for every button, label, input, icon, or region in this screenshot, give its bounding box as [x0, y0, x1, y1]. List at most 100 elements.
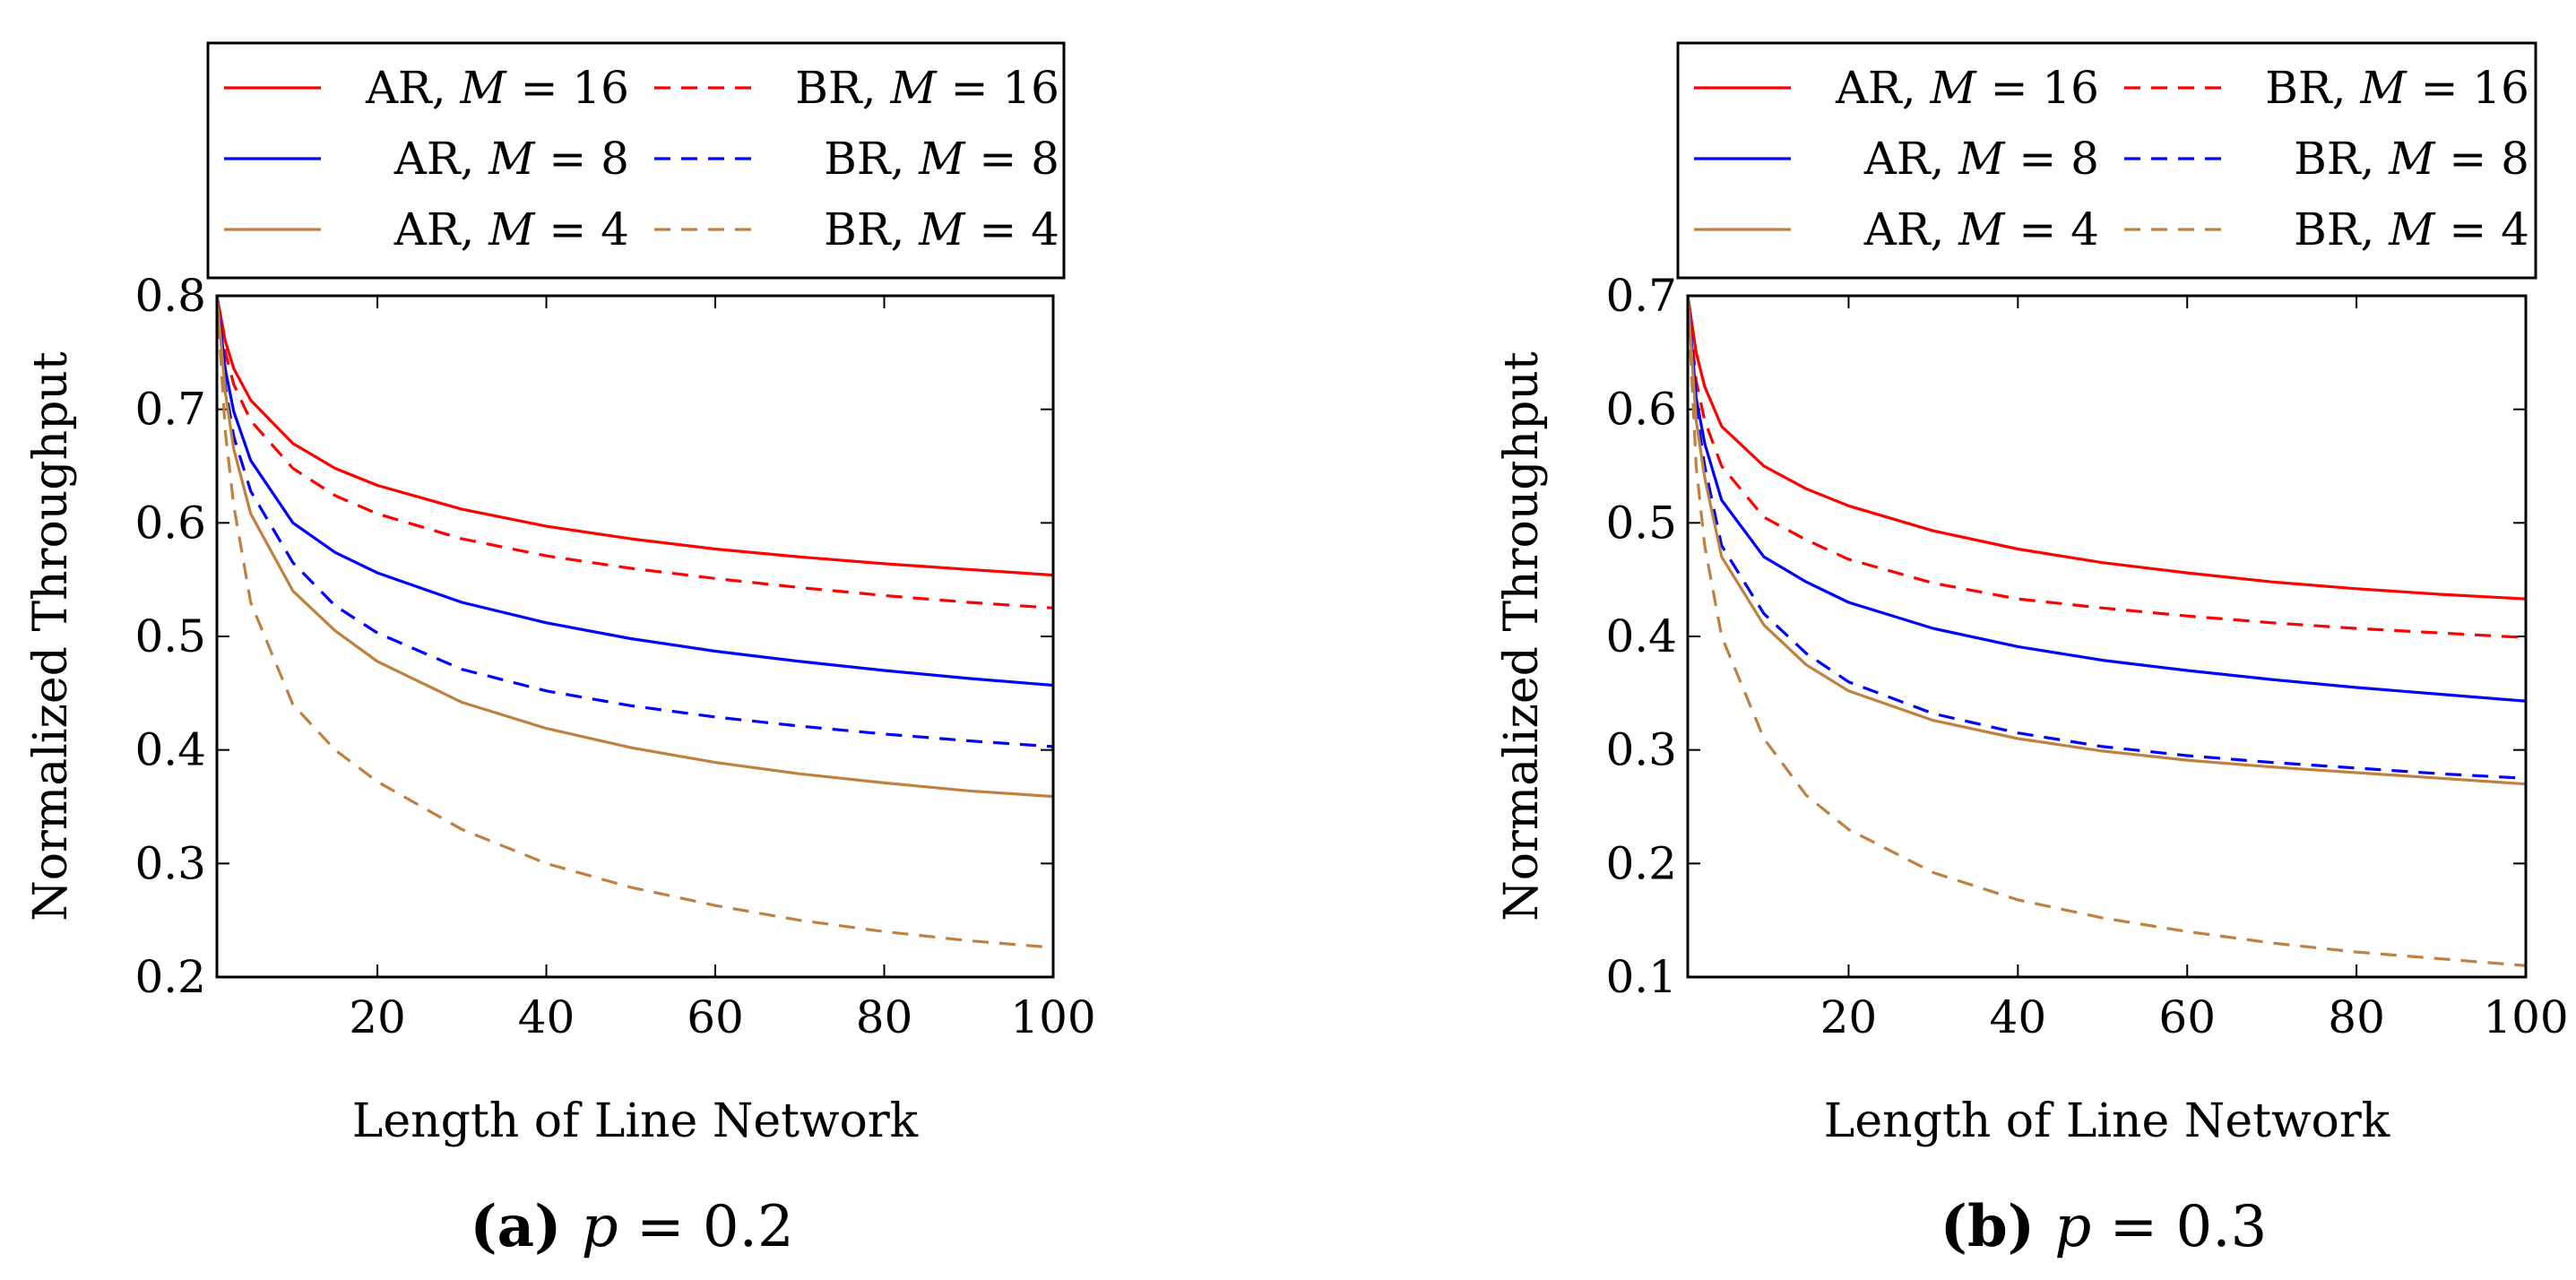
y-tick-label: 0.5 [1605, 497, 1677, 549]
y-tick-label: 0.2 [1605, 837, 1677, 889]
series-line-br-m-4 [217, 296, 1053, 949]
x-axis-label: Length of Line Network [352, 1094, 919, 1148]
y-tick-label: 0.7 [1605, 270, 1677, 322]
legend-entry-var: M [2359, 62, 2407, 114]
legend-entry-var: M [918, 203, 966, 255]
legend-box [1676, 41, 2537, 280]
legend-entry-prefix: AR, [393, 133, 489, 185]
x-tick-label: 100 [1010, 991, 1095, 1043]
legend-entry-var: M [889, 62, 938, 114]
series-line-br-m-16 [217, 296, 1053, 610]
y-tick-label: 0.3 [134, 837, 206, 889]
legend-entry: BR, M = 8 [2294, 133, 2529, 185]
series-line-br-m-8 [217, 296, 1053, 748]
panel-caption: (a) p = 0.2 [470, 1193, 793, 1260]
y-tick-label: 0.2 [134, 951, 206, 1003]
x-tick-label: 20 [1820, 991, 1878, 1043]
legend-entry-var: M [2388, 133, 2436, 185]
x-tick-label: 20 [349, 991, 406, 1043]
plot-frame [1686, 294, 2528, 979]
x-tick-label: 100 [2483, 991, 2568, 1043]
series-line-ar-m-8 [217, 296, 1053, 688]
legend-entry-value: = 8 [2005, 133, 2100, 185]
y-tick-label: 0.3 [1605, 724, 1677, 776]
series-line-br-m-16 [1688, 296, 2526, 639]
x-axis-label: Length of Line Network [1824, 1094, 2390, 1148]
caption-label: (b) [1941, 1193, 2055, 1260]
caption-value: = 0.2 [618, 1194, 794, 1260]
x-tick-label: 80 [2328, 991, 2385, 1043]
legend-entry-var: M [918, 133, 966, 185]
legend-entry: BR, M = 8 [824, 133, 1059, 185]
x-tick-label: 60 [2158, 991, 2216, 1043]
legend-entry-value: = 16 [2407, 62, 2529, 114]
legend-entry-prefix: BR, [2294, 203, 2389, 255]
chart-panel-1: 0.2 0.3 0.4 0.5 0.6 0.7 0.8 20 40 60 80 100 Length o… [24, 41, 1096, 1260]
legend-entry: AR, M = 4 [393, 203, 629, 255]
legend-box [206, 41, 1066, 280]
y-tick-label: 0.8 [134, 270, 206, 322]
legend-entry: AR, M = 8 [1863, 133, 2099, 185]
x-tick-label: 60 [687, 991, 744, 1043]
legend-entry-prefix: AR, [393, 203, 489, 255]
y-tick-label: 0.7 [134, 384, 206, 436]
legend-entry-value: = 16 [937, 62, 1059, 114]
legend-entry-prefix: BR, [2294, 133, 2389, 185]
legend-entry-var: M [1929, 62, 1977, 114]
legend-entry: AR, M = 16 [1835, 62, 2099, 114]
chart-panel-2: 0.1 0.2 0.3 0.4 0.5 0.6 0.7 20 40 60 80 100 Length o… [1495, 41, 2569, 1260]
legend-entry-var: M [488, 133, 536, 185]
legend-entry: BR, M = 16 [2265, 62, 2529, 114]
legend-entry-var: M [2388, 203, 2436, 255]
series-line-br-m-8 [1688, 296, 2526, 780]
y-tick-label: 0.4 [134, 724, 206, 776]
panel-caption: (b) p = 0.3 [1941, 1193, 2268, 1260]
legend-entry-value: = 8 [535, 133, 630, 185]
y-tick-label: 0.1 [1605, 951, 1677, 1003]
legend-entry-prefix: BR, [2265, 62, 2360, 114]
legend-entry-prefix: AR, [1863, 203, 1959, 255]
legend-entry: AR, M = 16 [365, 62, 629, 114]
legend-entry-prefix: AR, [365, 62, 461, 114]
x-tick-label: 40 [518, 991, 575, 1043]
legend-entry: AR, M = 4 [1863, 203, 2099, 255]
y-tick-label: 0.4 [1605, 610, 1677, 662]
legend-entry-prefix: AR, [1835, 62, 1931, 114]
legend-entry-value: = 8 [2435, 133, 2530, 185]
legend-entry-prefix: BR, [795, 62, 890, 114]
y-axis-label: Normalized Throughput [24, 351, 78, 921]
legend-entry-value: = 16 [1976, 62, 2099, 114]
caption-param: p [2054, 1194, 2091, 1260]
legend-entry-var: M [1958, 133, 2006, 185]
y-tick-label: 0.6 [134, 497, 206, 549]
legend-entry-prefix: AR, [1863, 133, 1959, 185]
legend-entry-var: M [459, 62, 507, 114]
x-tick-label: 40 [1990, 991, 2047, 1043]
series-line-ar-m-4 [1688, 296, 2526, 786]
legend-entry: BR, M = 4 [2294, 203, 2529, 255]
legend-entry-value: = 16 [506, 62, 629, 114]
legend-entry: BR, M = 4 [824, 203, 1059, 255]
legend-entry-var: M [1958, 203, 2006, 255]
legend-entry-value: = 4 [965, 203, 1060, 255]
caption-value: = 0.3 [2091, 1194, 2267, 1260]
y-axis-label: Normalized Throughput [1495, 351, 1549, 921]
legend-entry: AR, M = 8 [393, 133, 629, 185]
caption-label: (a) [470, 1193, 581, 1260]
x-tick-label: 80 [856, 991, 913, 1043]
series-line-ar-m-16 [217, 296, 1053, 577]
legend-entry-value: = 4 [2435, 203, 2530, 255]
legend-entry-var: M [488, 203, 536, 255]
caption-param: p [582, 1194, 618, 1260]
y-tick-label: 0.6 [1605, 384, 1677, 436]
legend-entry-value: = 8 [965, 133, 1060, 185]
series-line-ar-m-4 [217, 296, 1053, 799]
series-line-ar-m-16 [1688, 296, 2526, 601]
plot-frame [215, 294, 1055, 979]
legend-entry: BR, M = 16 [795, 62, 1059, 114]
legend-entry-prefix: BR, [824, 133, 919, 185]
series-line-br-m-4 [1688, 296, 2526, 967]
y-tick-label: 0.5 [134, 610, 206, 662]
legend-entry-prefix: BR, [824, 203, 919, 255]
